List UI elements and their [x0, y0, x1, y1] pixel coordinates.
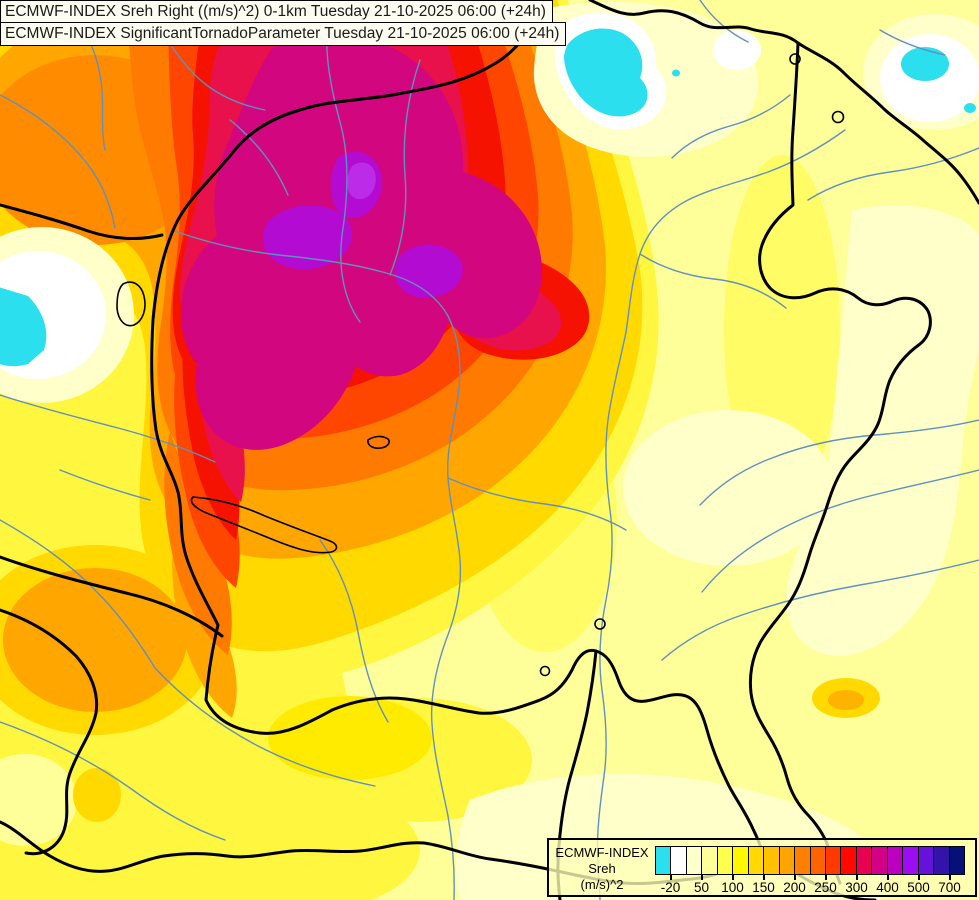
legend-tick-mark — [886, 875, 889, 880]
legend-tick-mark — [669, 875, 672, 880]
legend-color-cell — [824, 847, 841, 874]
legend-tick-label: 400 — [876, 880, 899, 895]
legend-parameter-label: Sreh — [588, 861, 616, 876]
legend-color-cell — [933, 847, 949, 874]
legend-color-cell — [732, 847, 748, 874]
legend-tick-label: 700 — [938, 880, 961, 895]
legend-color-cell — [656, 847, 671, 874]
legend-colorbar-wrap: -20 50 100 150 200 250 300 400 500 700 — [655, 846, 965, 899]
legend-label-block: ECMWF-INDEX Sreh (m/s)^2 — [549, 840, 655, 893]
legend-tick-mark — [762, 875, 765, 880]
legend-units-label: (m/s)^2 — [580, 877, 624, 892]
legend-tick-mark — [793, 875, 796, 880]
legend-color-cell — [871, 847, 887, 874]
legend-tick-mark — [824, 875, 827, 880]
legend-color-cell — [701, 847, 717, 874]
legend-tick-mark — [731, 875, 734, 880]
legend-tick-label: 200 — [783, 880, 806, 895]
legend-color-cell — [809, 847, 825, 874]
legend-tick-label: 250 — [814, 880, 837, 895]
legend-color-cell — [685, 847, 702, 874]
legend-color-cell — [670, 847, 686, 874]
legend-tick-mark — [948, 875, 951, 880]
legend-color-cell — [840, 847, 856, 874]
legend-tick-label: 150 — [752, 880, 775, 895]
legend-color-cell — [763, 847, 779, 874]
legend-color-cell — [855, 847, 872, 874]
legend-tick-label: 300 — [845, 880, 868, 895]
legend-tick-label: 500 — [907, 880, 930, 895]
title-bar-line2: ECMWF-INDEX SignificantTornadoParameter … — [0, 22, 567, 46]
legend-color-cell — [716, 847, 733, 874]
legend-tick-mark — [700, 875, 703, 880]
legend-color-cell — [747, 847, 764, 874]
legend-ticks: -20 50 100 150 200 250 300 400 500 700 — [655, 875, 965, 899]
lake-outlines — [116, 53, 845, 677]
legend-tick-mark — [917, 875, 920, 880]
legend-color-cell — [794, 847, 810, 874]
legend-color-cell — [917, 847, 934, 874]
legend-color-cell — [886, 847, 903, 874]
legend-color-cell — [902, 847, 918, 874]
legend-tick-label: 100 — [721, 880, 744, 895]
legend-tick-label: 50 — [693, 880, 710, 895]
legend-color-cell — [948, 847, 965, 874]
title-bar-line1: ECMWF-INDEX Sreh Right ((m/s)^2) 0-1km T… — [0, 0, 553, 24]
legend-product-label: ECMWF-INDEX — [555, 845, 649, 860]
legend-box: ECMWF-INDEX Sreh (m/s)^2 -20 50 100 150 200 2… — [547, 838, 977, 897]
legend-color-cell — [778, 847, 795, 874]
legend-tick-mark — [855, 875, 858, 880]
legend-colorbar — [655, 846, 965, 875]
legend-tick-label: -20 — [660, 880, 681, 895]
